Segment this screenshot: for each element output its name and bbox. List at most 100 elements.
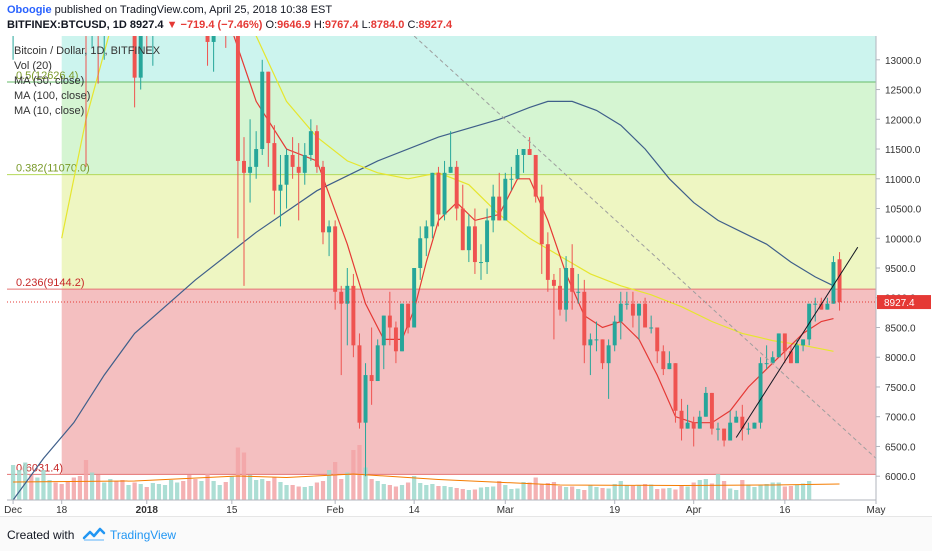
volume-bar (96, 475, 101, 500)
legend-title: Bitcoin / Dollar, 1D, BITFINEX (14, 45, 161, 57)
volume-bar (454, 488, 459, 500)
candle-body (752, 422, 757, 429)
candle-body (460, 208, 465, 251)
volume-bar (424, 485, 429, 500)
candle-body (248, 166, 253, 173)
volume-bar (120, 480, 125, 500)
candle-body (594, 339, 599, 341)
volume-bar (600, 488, 605, 500)
price-change: −719.4 (−7.46%) (180, 19, 263, 31)
candle-body (813, 303, 818, 305)
volume-bar (539, 484, 544, 500)
low-label: L: (361, 19, 371, 31)
volume-bar (484, 487, 490, 500)
candle-body (637, 303, 641, 316)
x-tick-label: 14 (409, 505, 421, 516)
volume-bar (618, 481, 623, 500)
volume-bar (721, 481, 727, 500)
volume-bar (442, 486, 447, 500)
volume-bar (770, 482, 775, 500)
volume-bar (630, 486, 636, 500)
volume-bar (782, 486, 787, 500)
volume-bar (23, 462, 28, 500)
candle-body (296, 166, 301, 173)
volume-bar (77, 476, 83, 500)
volume-bar (387, 485, 392, 500)
candle-body (545, 244, 550, 280)
candle-body (333, 226, 338, 292)
volume-bar (278, 482, 283, 500)
legend-item-ma100[interactable]: MA (100, close) (14, 90, 91, 102)
volume-bar (612, 484, 617, 500)
volume-bar (89, 472, 95, 500)
open-value: 9646.9 (277, 19, 311, 31)
volume-bar (187, 475, 192, 500)
candle-body (387, 315, 392, 328)
volume-bar (521, 482, 526, 500)
volume-bar (436, 486, 441, 500)
high-value: 9767.4 (324, 19, 359, 31)
fib-label-0.236: 0.236(9144.2) (16, 277, 85, 289)
candle-body (655, 327, 660, 352)
candle-body (703, 392, 708, 417)
volume-bar (551, 482, 557, 500)
volume-bar (333, 462, 338, 500)
candle-body (716, 428, 720, 430)
author-link[interactable]: Oboogie (7, 4, 52, 16)
x-tick-label: Dec (4, 505, 22, 516)
volume-bar (691, 482, 696, 500)
candle-body (758, 363, 763, 423)
volume-bar (624, 485, 629, 500)
fib-label-0: 0(6031.4) (16, 462, 63, 474)
down-arrow-icon: ▼ (166, 19, 178, 31)
candle-body (831, 262, 836, 304)
fib-label-0.382: 0.382(11070.0) (16, 163, 90, 175)
tradingview-brand[interactable]: TradingView (110, 528, 177, 542)
legend-item-ma10[interactable]: MA (10, close) (14, 105, 85, 117)
trendline-solid (735, 246, 859, 438)
fib-zone-3 (61, 36, 876, 83)
chart-header: Oboogie published on TradingView.com, Ap… (0, 0, 932, 36)
candle-body (430, 172, 435, 227)
chart-area[interactable]: 0(6031.4) 0.236(9144.2) 0.382(11070.0) 0.5(… (0, 36, 932, 516)
indicator-legend: Bitcoin / Dollar, 1D, BITFINEX Vol (20) … (14, 44, 160, 119)
candle-body (454, 166, 459, 209)
candle-body (770, 357, 775, 364)
last-price-tag (877, 295, 931, 310)
candle-body (485, 220, 490, 263)
legend-item-vol[interactable]: Vol (20) (14, 60, 52, 72)
candle-body (290, 154, 295, 167)
candle-body (576, 291, 581, 293)
volume-bar (65, 481, 70, 500)
volume-bar (162, 485, 168, 500)
y-tick-label: 10500.0 (885, 205, 922, 216)
candle-body (606, 345, 611, 364)
candle-body (509, 178, 514, 180)
candle-body (691, 422, 696, 429)
legend-item-ma50[interactable]: MA (50, close) (14, 75, 85, 87)
volume-ma-line (13, 473, 840, 487)
volume-bar (478, 487, 484, 500)
volume-bar (199, 481, 204, 500)
candle-body (564, 268, 569, 310)
price-chart[interactable]: 0(6031.4) 0.236(9144.2) 0.382(11070.0) 0.5(… (0, 36, 932, 516)
candle-body (697, 416, 702, 429)
candle-body (351, 285, 356, 346)
candle-body (649, 327, 654, 329)
candle-body (260, 71, 265, 150)
candle-body (503, 178, 508, 221)
tradingview-logo-icon[interactable] (82, 526, 106, 542)
volume-bar (667, 488, 672, 500)
volume-bar (399, 485, 405, 500)
volume-bar (235, 447, 241, 500)
candle-body (363, 375, 368, 423)
candle-body (837, 259, 842, 303)
volume-bar (223, 482, 228, 500)
candle-body (551, 279, 556, 286)
volume-bar (205, 474, 210, 500)
volume-bar (430, 484, 435, 500)
volume-bar (156, 484, 162, 500)
volume-bar (144, 487, 149, 500)
candle-body (825, 303, 830, 310)
last-price-tag-label: 8927.4 (884, 298, 915, 309)
